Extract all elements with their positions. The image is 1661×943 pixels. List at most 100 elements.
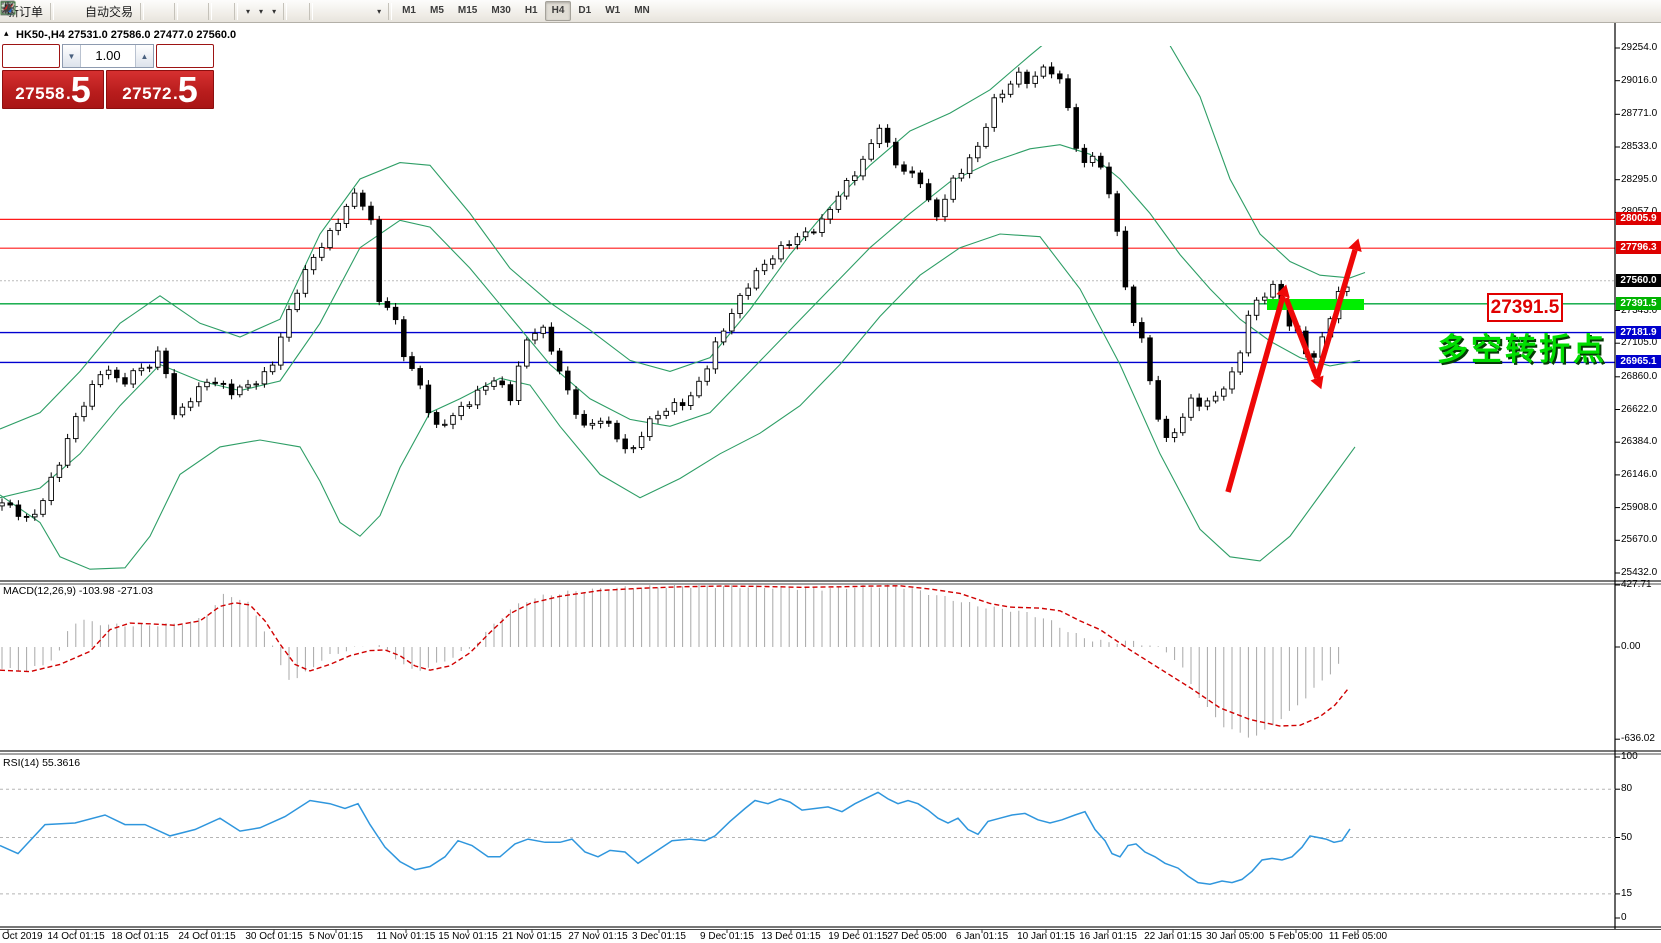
date-tick: 9 Dec 01:15: [700, 931, 754, 942]
date-tick: 6 Jan 01:15: [955, 931, 1009, 942]
sell-price[interactable]: 27558. 5: [2, 70, 104, 109]
vertical-line-icon[interactable]: [7, 0, 324, 22]
date-tick: 11 Nov 01:15: [376, 931, 436, 942]
price-tag-28005.9: 28005.9: [1616, 212, 1661, 225]
profiles-dropdown[interactable]: ▾: [1, 0, 267, 22]
tline-icon: [1, 2, 14, 14]
autotrading-button-label: 自动交易: [85, 4, 134, 19]
price-tick-28771.0: 28771.0: [1621, 108, 1658, 119]
rsi-panel: [0, 788, 1615, 895]
cursor-icon[interactable]: [4, 0, 298, 22]
timeframe-h4[interactable]: H4: [544, 1, 572, 21]
svg-text:A: A: [4, 1, 14, 16]
candlestick-chart-icon[interactable]: [1, 0, 163, 22]
price-callout[interactable]: 27391.5: [1487, 293, 1563, 322]
collapse-icon[interactable]: ▴: [4, 28, 9, 38]
volume-up-button[interactable]: ▲: [135, 45, 153, 67]
rsi-tick-15: 15: [1621, 888, 1633, 899]
volume-input[interactable]: 1.00: [95, 48, 121, 63]
price-tick-26622.0: 26622.0: [1621, 404, 1658, 415]
toolbar-separator: [208, 2, 213, 20]
line-chart-icon[interactable]: [1, 0, 171, 22]
text-icon[interactable]: A: [4, 0, 364, 22]
date-tick: 5 Feb 05:00: [1269, 931, 1323, 942]
toolbar-separator: [309, 2, 314, 20]
price-tag-27796.3: 27796.3: [1616, 241, 1661, 254]
chevron-down-icon: ▾: [272, 6, 277, 16]
date-tick: 30 Jan 05:00: [1206, 931, 1264, 942]
chart-shift-icon[interactable]: [1, 0, 231, 22]
zoom-in-icon[interactable]: [1, 0, 189, 22]
toolbar-separator: [50, 2, 55, 20]
date-tick: 21 Nov 01:15: [502, 931, 562, 942]
toolbar-separator: [140, 2, 145, 20]
zoom-out-icon[interactable]: [1, 0, 197, 22]
channel-icon[interactable]: E: [1, 0, 348, 22]
price-tag-26965.1: 26965.1: [1616, 355, 1661, 368]
one-click-trading-panel: SELL ▼ 1.00 ▲ BUY 27558. 5 27572. 5: [2, 44, 214, 109]
date-tick: 14 Oct 01:15: [47, 931, 105, 942]
date-tick: 22 Jan 01:15: [1144, 931, 1202, 942]
price-tick-25432.0: 25432.0: [1621, 567, 1658, 578]
trendline-icon[interactable]: [1, 0, 340, 22]
buy-button[interactable]: BUY: [156, 44, 214, 68]
text-label-icon[interactable]: T: [1, 0, 372, 22]
expert-advisors-icon[interactable]: [1, 0, 73, 22]
timeframe-m15[interactable]: M15: [457, 5, 478, 16]
buy-price[interactable]: 27572. 5: [106, 70, 214, 109]
timeframe-m1[interactable]: M1: [402, 5, 416, 16]
labelT-icon: T: [1, 2, 15, 15]
macd-panel: [0, 584, 1349, 738]
date-tick: Oct 2019: [2, 931, 43, 942]
toolbar-separator: [283, 2, 288, 20]
price-tick-26146.0: 26146.0: [1621, 469, 1658, 480]
turning-point-text[interactable]: 多空转折点: [1437, 332, 1607, 367]
rsi-tick-80: 80: [1621, 783, 1633, 794]
chart-canvas[interactable]: [0, 23, 1661, 943]
indicators-dropdown[interactable]: ▾: [0, 0, 280, 22]
horizontal-line-icon[interactable]: [2, 0, 332, 22]
sell-price-frac: 5: [70, 69, 91, 110]
tile-windows-icon[interactable]: [1, 0, 205, 22]
date-tick: 10 Jan 01:15: [1017, 931, 1075, 942]
main-panel: [0, 46, 1615, 570]
date-tick: 13 Dec 01:15: [761, 931, 821, 942]
timeframe-m30[interactable]: M30: [491, 5, 511, 16]
price-tag-27181.9: 27181.9: [1616, 326, 1661, 339]
price-tag-27391.5: 27391.5: [1616, 297, 1661, 310]
svg-text:T: T: [5, 4, 11, 15]
price-tick-29016.0: 29016.0: [1621, 75, 1658, 86]
buy-price-main: 27572: [122, 84, 172, 103]
signals-icon[interactable]: [1, 0, 81, 22]
fibonacci-icon[interactable]: F: [2, 0, 356, 22]
macd-tick--636.02: -636.02: [1621, 733, 1655, 744]
timeframe-h1[interactable]: H1: [524, 5, 538, 16]
autotrading-button[interactable]: 自动交易: [1, 0, 137, 22]
price-tick-26860.0: 26860.0: [1621, 371, 1658, 382]
macd-label: MACD(12,26,9) -103.98 -271.03: [3, 585, 153, 597]
arrows-icon: [4, 4, 12, 13]
volume-down-button[interactable]: ▼: [63, 45, 81, 67]
arrows-dropdown[interactable]: ▾: [4, 0, 385, 22]
crosshair-icon[interactable]: [2, 0, 306, 22]
sell-button[interactable]: SELL: [2, 44, 60, 68]
history-icon[interactable]: [1, 0, 65, 22]
date-tick: 27 Nov 01:15: [568, 931, 628, 942]
toolbar-separator: [174, 2, 179, 20]
price-tick-27343.0: 27343.0: [1621, 305, 1658, 316]
rsi-tick-0: 0: [1621, 912, 1627, 923]
toolbar-separator: [388, 2, 393, 20]
timeframe-d1[interactable]: D1: [578, 5, 592, 16]
bar-chart-icon[interactable]: [2, 0, 155, 22]
auto-scroll-icon[interactable]: [1, 0, 223, 22]
timeframe-w1[interactable]: W1: [605, 5, 621, 16]
timeframe-m5[interactable]: M5: [430, 5, 444, 16]
red-trend-arrow: [1225, 284, 1290, 493]
price-tick-28057.0: 28057.0: [1621, 206, 1657, 217]
date-tick: 5 Nov 01:15: [309, 931, 363, 942]
sell-price-main: 27558: [15, 84, 65, 103]
timeframe-mn[interactable]: MN: [634, 5, 650, 16]
chevron-down-icon: ▾: [246, 6, 251, 16]
new-chart-dropdown[interactable]: ▾: [0, 0, 254, 22]
rsi-line: [0, 791, 1351, 885]
